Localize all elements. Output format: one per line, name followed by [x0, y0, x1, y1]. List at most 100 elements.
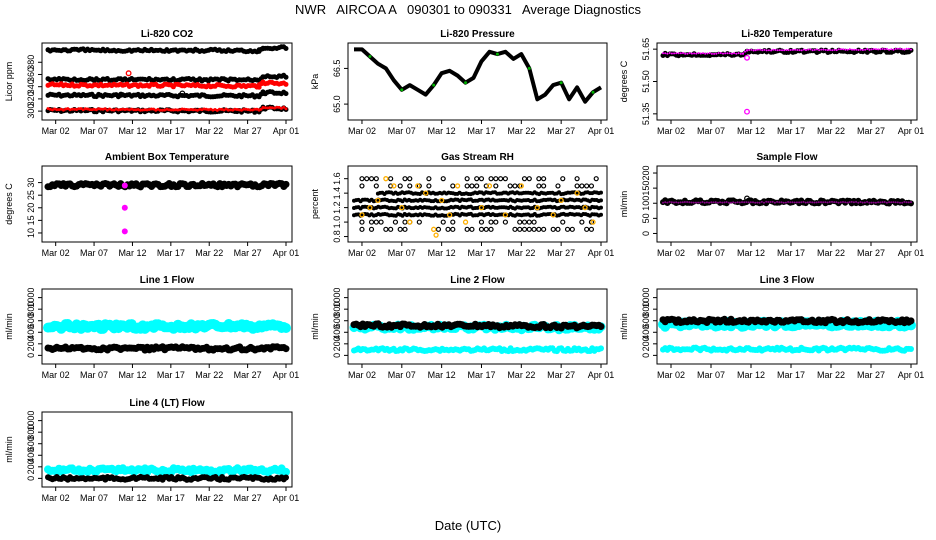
data-point [770, 49, 773, 52]
data-point [550, 226, 556, 232]
data-point [890, 48, 893, 51]
data-point [861, 201, 864, 204]
y-tick-label: 50 [641, 213, 651, 223]
x-axis-label: Date (UTC) [434, 518, 502, 533]
data-point [438, 197, 445, 204]
data-point [857, 201, 860, 204]
x-tick-label: Mar 17 [157, 370, 185, 380]
data-point [143, 108, 147, 112]
data-point [839, 201, 842, 204]
data-point [679, 201, 682, 204]
data-point [903, 48, 906, 51]
data-point [772, 48, 775, 51]
data-point [846, 201, 849, 204]
data-point [866, 200, 869, 203]
data-point [560, 219, 566, 225]
data-point [375, 197, 381, 204]
data-point [859, 201, 862, 203]
y-tick-label: 0 [641, 231, 651, 236]
data-point [597, 323, 605, 330]
data-point [599, 190, 603, 195]
data-point [388, 226, 394, 232]
x-tick-label: Mar 12 [118, 126, 146, 136]
data-point [584, 226, 590, 232]
data-point [121, 204, 128, 211]
data-point [560, 176, 566, 182]
x-tick-label: Mar 07 [80, 126, 108, 136]
data-point [732, 201, 735, 204]
data-point [767, 201, 770, 203]
data-point [735, 52, 738, 55]
data-point [55, 108, 59, 112]
data-point [569, 226, 575, 232]
data-point [724, 52, 727, 55]
data-point [870, 48, 873, 51]
data-point [776, 200, 779, 203]
data-point [683, 201, 686, 203]
data-point [426, 183, 432, 189]
data-point [359, 176, 365, 182]
data-point [697, 201, 700, 204]
data-point [400, 88, 404, 92]
data-point [373, 176, 379, 182]
data-point [752, 201, 754, 204]
x-tick-label: Mar 07 [697, 248, 725, 258]
x-tick-label: Mar 02 [348, 126, 376, 136]
x-tick-label: Mar 07 [388, 248, 416, 258]
data-point [110, 108, 114, 112]
data-point [744, 50, 746, 53]
data-point [826, 49, 829, 52]
data-point [776, 49, 779, 52]
data-point [791, 201, 794, 204]
y-tick-label: 340 [26, 79, 36, 94]
data-point [261, 106, 265, 110]
x-tick-label: Mar 22 [817, 370, 845, 380]
data-point [848, 201, 851, 204]
data-point [283, 46, 289, 51]
data-point [279, 106, 283, 110]
data-point [469, 226, 475, 232]
plot-frame [347, 165, 608, 243]
data-point [388, 176, 394, 182]
data-point [599, 198, 603, 203]
data-point [435, 226, 442, 232]
y-axis-label: ml/min [4, 313, 14, 340]
data-point [730, 52, 733, 55]
data-point [908, 346, 914, 352]
plot-frame [347, 42, 608, 121]
data-point [392, 219, 399, 225]
x-tick-label: Mar 22 [195, 370, 223, 380]
data-point [708, 52, 711, 54]
data-point [574, 183, 580, 189]
data-point [134, 108, 138, 112]
y-tick-label: 1.0 [332, 216, 342, 229]
data-point [684, 52, 687, 55]
x-tick-label: Mar 22 [817, 248, 845, 258]
data-point [763, 201, 765, 204]
x-tick-label: Mar 12 [118, 248, 146, 258]
data-point [844, 201, 847, 204]
data-point [359, 226, 365, 232]
data-point [121, 182, 128, 189]
data-point [97, 107, 101, 111]
data-point [765, 200, 768, 203]
data-point [894, 201, 897, 204]
chart-title: Line 3 Flow [760, 275, 815, 286]
data-point [679, 52, 682, 55]
data-point [283, 91, 289, 97]
data-point [433, 232, 439, 238]
data-point [714, 201, 717, 204]
data-point [673, 52, 676, 55]
data-point [233, 107, 237, 111]
data-point [883, 48, 886, 51]
data-point [903, 200, 906, 203]
y-tick-label: 51.65 [641, 38, 651, 61]
data-point [726, 52, 729, 55]
data-point [910, 201, 912, 204]
data-point [798, 201, 801, 204]
y-tick-label: 65.0 [332, 95, 342, 113]
data-point [879, 201, 882, 204]
data-point [835, 49, 838, 52]
y-tick-label: 1000 [26, 288, 36, 308]
